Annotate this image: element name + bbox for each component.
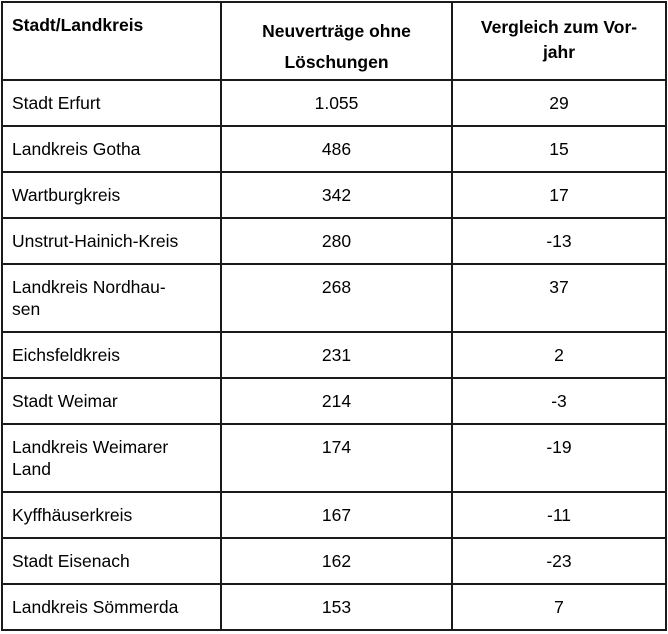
- cell-city-district: Landkreis Gotha: [1, 125, 222, 173]
- header-line: Stadt/Landkreis: [12, 15, 144, 35]
- cell-new-contracts: 153: [220, 583, 453, 631]
- table-row: Landkreis Sömmerda 153 7: [1, 583, 667, 631]
- cell-city-district: Stadt Weimar: [1, 377, 222, 425]
- header-line: Vergleich zum Vor-: [480, 17, 638, 37]
- cell-new-contracts: 486: [220, 125, 453, 173]
- header-row: Stadt/Landkreis Neuverträge ohne Löschun…: [1, 1, 667, 81]
- cell-new-contracts: 231: [220, 331, 453, 379]
- name-line: Landkreis Nordhau-: [12, 277, 166, 297]
- cell-vs-prev-year: 17: [451, 171, 667, 219]
- cell-city-district: Wartburgkreis: [1, 171, 222, 219]
- name-line: Land: [12, 459, 51, 479]
- cell-new-contracts: 342: [220, 171, 453, 219]
- header-line: jahr: [542, 42, 576, 62]
- cell-new-contracts: 174: [220, 423, 453, 493]
- cell-city-district: Landkreis Nordhau- sen: [1, 263, 222, 333]
- table-row: Stadt Eisenach 162 -23: [1, 537, 667, 585]
- table-row: Landkreis Nordhau- sen 268 37: [1, 263, 667, 333]
- cell-vs-prev-year: 15: [451, 125, 667, 173]
- cell-vs-prev-year: -3: [451, 377, 667, 425]
- cell-vs-prev-year: 2: [451, 331, 667, 379]
- cell-city-district: Stadt Erfurt: [1, 79, 222, 127]
- cell-vs-prev-year: -19: [451, 423, 667, 493]
- table-row: Stadt Weimar 214 -3: [1, 377, 667, 425]
- cell-new-contracts: 214: [220, 377, 453, 425]
- cell-new-contracts: 268: [220, 263, 453, 333]
- cell-city-district: Landkreis Sömmerda: [1, 583, 222, 631]
- header-line: Neuverträge ohne: [262, 21, 411, 41]
- cell-vs-prev-year: -23: [451, 537, 667, 585]
- table-row: Eichsfeldkreis 231 2: [1, 331, 667, 379]
- cell-vs-prev-year: 37: [451, 263, 667, 333]
- cell-vs-prev-year: -13: [451, 217, 667, 265]
- cell-city-district: Landkreis Weimarer Land: [1, 423, 222, 493]
- cell-city-district: Unstrut-Hainich-Kreis: [1, 217, 222, 265]
- table-row: Unstrut-Hainich-Kreis 280 -13: [1, 217, 667, 265]
- header-new-contracts: Neuverträge ohne Löschungen: [220, 1, 453, 81]
- cell-new-contracts: 167: [220, 491, 453, 539]
- table-row: Kyffhäuserkreis 167 -11: [1, 491, 667, 539]
- table-row: Stadt Erfurt 1.055 29: [1, 79, 667, 127]
- cell-vs-prev-year: 29: [451, 79, 667, 127]
- cell-vs-prev-year: -11: [451, 491, 667, 539]
- header-line: Löschungen: [284, 52, 389, 72]
- name-line: Landkreis Weimarer: [12, 437, 169, 457]
- cell-city-district: Kyffhäuserkreis: [1, 491, 222, 539]
- table-row: Wartburgkreis 342 17: [1, 171, 667, 219]
- cell-vs-prev-year: 7: [451, 583, 667, 631]
- name-line: sen: [12, 299, 41, 319]
- cell-new-contracts: 1.055: [220, 79, 453, 127]
- cell-new-contracts: 280: [220, 217, 453, 265]
- cell-city-district: Stadt Eisenach: [1, 537, 222, 585]
- table-row: Landkreis Weimarer Land 174 -19: [1, 423, 667, 493]
- cell-city-district: Eichsfeldkreis: [1, 331, 222, 379]
- header-vs-prev-year: Vergleich zum Vor- jahr: [451, 1, 667, 81]
- cell-new-contracts: 162: [220, 537, 453, 585]
- header-city-district: Stadt/Landkreis: [1, 1, 222, 81]
- table-row: Landkreis Gotha 486 15: [1, 125, 667, 173]
